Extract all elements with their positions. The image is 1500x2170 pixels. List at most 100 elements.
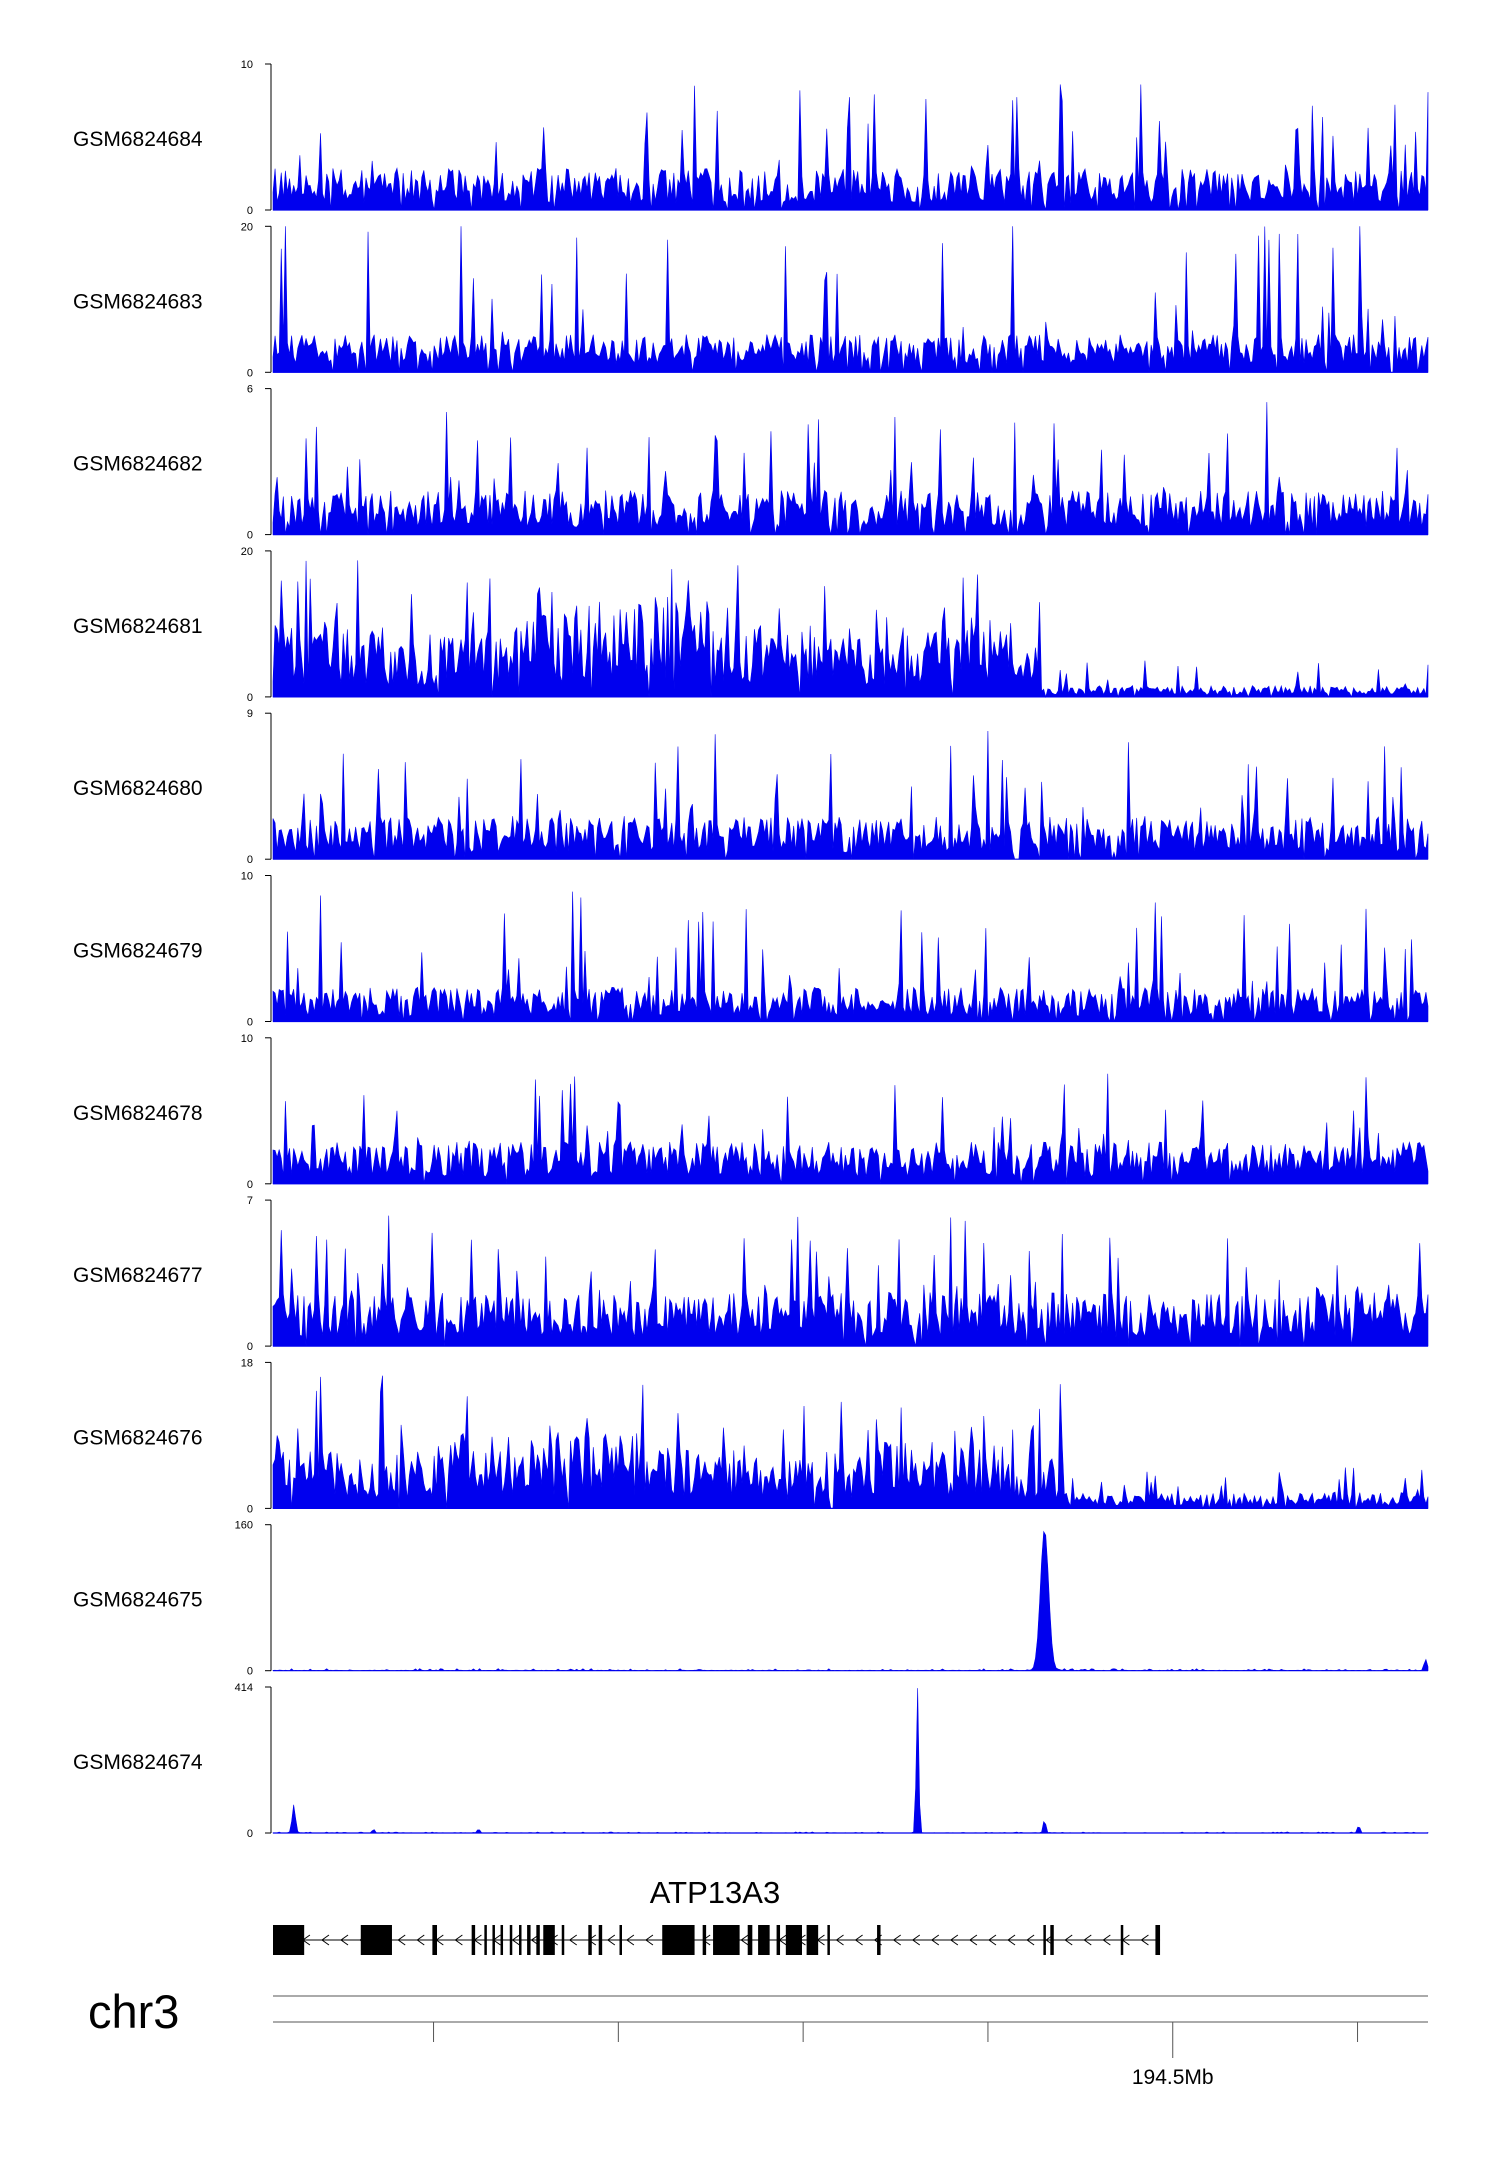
track-GSM6824680: 9 0 GSM6824680 (73, 708, 1429, 866)
gene-exon (519, 1925, 522, 1955)
y-axis-min-label: 0 (247, 530, 253, 542)
gene-exon (273, 1925, 305, 1955)
track-GSM6824681: 20 0 GSM6824681 (73, 546, 1429, 704)
strand-arrow-icon (454, 1934, 463, 1946)
y-axis-max-label: 10 (241, 59, 253, 71)
gene-exon (827, 1925, 830, 1955)
gene-exon (758, 1925, 770, 1955)
y-axis-min-label: 0 (247, 854, 253, 866)
y-axis-min-label: 0 (247, 205, 253, 217)
y-axis-max-label: 20 (241, 546, 253, 558)
track-GSM6824684: 10 0 GSM6824684 (73, 59, 1429, 217)
gene-exon (1155, 1925, 1161, 1955)
y-axis-min-label: 0 (247, 1828, 253, 1840)
strand-arrow-icon (1083, 1934, 1092, 1946)
strand-arrow-icon (416, 1934, 425, 1946)
track-name-label: GSM6824684 (73, 128, 203, 151)
gene-exon (702, 1925, 707, 1955)
strand-arrow-icon (740, 1934, 749, 1946)
signal-area-GSM6824675 (272, 1530, 1429, 1672)
y-axis-max-label: 18 (241, 1357, 253, 1369)
strand-arrow-icon (1140, 1934, 1149, 1946)
y-axis-max-label: 7 (247, 1195, 253, 1207)
strand-arrow-icon (645, 1934, 654, 1946)
gene-exon (360, 1925, 392, 1955)
y-axis-max-label: 160 (235, 1520, 253, 1532)
gene-exon (662, 1925, 695, 1955)
track-name-label: GSM6824675 (73, 1589, 203, 1612)
gene-exon (747, 1925, 753, 1955)
strand-arrow-icon (969, 1934, 978, 1946)
gene-exon (484, 1925, 487, 1955)
gene-exon (561, 1925, 565, 1955)
gene-exon (492, 1925, 495, 1955)
y-axis-max-label: 414 (235, 1682, 253, 1694)
y-axis-max-label: 10 (241, 871, 253, 883)
signal-area-GSM6824679 (272, 891, 1429, 1022)
strand-arrow-icon (1026, 1934, 1035, 1946)
gene-exon (598, 1925, 603, 1955)
signal-area-GSM6824674 (272, 1688, 1429, 1834)
gene-annotation-track: ATP13A3 (273, 1875, 1161, 1955)
strand-arrow-icon (568, 1934, 578, 1946)
signal-area-GSM6824676 (272, 1375, 1429, 1510)
track-GSM6824676: 18 0 GSM6824676 (73, 1357, 1429, 1515)
y-axis-min-label: 0 (247, 1666, 253, 1678)
signal-area-GSM6824680 (272, 730, 1429, 860)
gene-exon (527, 1925, 531, 1955)
strand-arrow-icon (340, 1934, 349, 1946)
strand-arrow-icon (626, 1934, 635, 1946)
signal-area-GSM6824677 (272, 1215, 1429, 1347)
signal-tracks: 10 0 GSM6824684 20 0 GSM6824683 6 0 GSM6824682 20… (73, 59, 1429, 1840)
y-axis-max-label: 6 (247, 384, 253, 396)
strand-arrow-icon (1102, 1934, 1111, 1946)
strand-arrow-icon (321, 1934, 330, 1946)
y-axis-max-label: 9 (247, 708, 253, 720)
track-name-label: GSM6824682 (73, 453, 203, 476)
y-axis-min-label: 0 (247, 367, 253, 379)
track-GSM6824677: 7 0 GSM6824677 (73, 1195, 1429, 1353)
track-GSM6824678: 10 0 GSM6824678 (73, 1033, 1429, 1191)
track-name-label: GSM6824674 (73, 1751, 203, 1774)
gene-exon (500, 1925, 504, 1955)
ruler-position-label: 194.5Mb (1132, 2066, 1214, 2089)
signal-area-GSM6824682 (272, 402, 1429, 535)
gene-exon (1043, 1925, 1046, 1955)
gene-exon (785, 1925, 802, 1955)
strand-arrow-icon (854, 1934, 863, 1946)
track-GSM6824683: 20 0 GSM6824683 (73, 221, 1429, 379)
strand-arrow-icon (397, 1934, 406, 1946)
gene-exon (806, 1925, 819, 1955)
track-GSM6824675: 160 0 GSM6824675 (73, 1520, 1429, 1678)
y-axis-max-label: 10 (241, 1033, 253, 1045)
track-name-label: GSM6824679 (73, 940, 203, 963)
gene-exon (543, 1925, 555, 1955)
gene-exon (588, 1925, 592, 1955)
strand-arrow-icon (1064, 1934, 1073, 1946)
gene-exon (877, 1925, 881, 1955)
genomic-ruler: 194.5Mb (273, 1995, 1428, 2089)
y-axis-min-label: 0 (247, 1503, 253, 1515)
strand-arrow-icon (930, 1934, 940, 1946)
gene-exon (1050, 1925, 1054, 1955)
chromosome-label: chr3 (88, 1985, 179, 2038)
track-name-label: GSM6824678 (73, 1102, 203, 1125)
gene-exon (536, 1925, 540, 1955)
signal-area-GSM6824684 (272, 84, 1429, 211)
track-name-label: GSM6824676 (73, 1426, 203, 1449)
gene-exon (432, 1925, 438, 1955)
strand-arrow-icon (835, 1934, 844, 1946)
strand-arrow-icon (1007, 1934, 1016, 1946)
gene-exon (776, 1925, 781, 1955)
strand-arrow-icon (511, 1934, 520, 1946)
strand-arrow-icon (911, 1934, 921, 1946)
track-name-label: GSM6824680 (73, 777, 203, 800)
gene-name-label: ATP13A3 (650, 1875, 780, 1910)
gene-exon (509, 1925, 513, 1955)
track-name-label: GSM6824683 (73, 290, 203, 313)
y-axis-min-label: 0 (247, 692, 253, 704)
track-GSM6824679: 10 0 GSM6824679 (73, 871, 1429, 1029)
y-axis-max-label: 20 (241, 221, 253, 233)
strand-arrow-icon (530, 1934, 539, 1946)
